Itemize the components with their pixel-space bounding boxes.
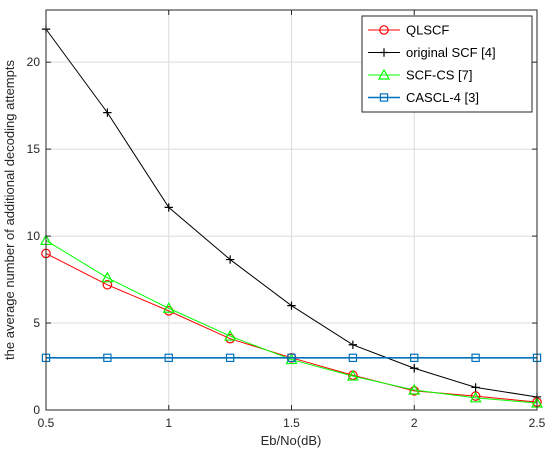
data-point <box>348 340 358 349</box>
data-point <box>287 353 296 363</box>
data-point <box>103 108 112 117</box>
y-tick-label: 10 <box>27 229 41 243</box>
x-tick-label: 2 <box>411 416 418 430</box>
data-point <box>287 301 296 310</box>
x-tick-label: 0.5 <box>38 416 55 430</box>
y-tick-label: 20 <box>27 55 41 69</box>
legend-marker <box>379 93 389 102</box>
legend-entry: QLSCF <box>368 23 449 38</box>
series-line <box>45 240 538 404</box>
x-axis-label: Eb/No(dB) <box>261 433 322 448</box>
legend-entry: CASCL-4 [3] <box>368 90 479 105</box>
legend-label: QLSCF <box>406 23 449 38</box>
y-tick-label: 15 <box>27 142 41 156</box>
tick-layer: 0.5 1 1.5 2 2.5 0 5 10 15 20 <box>27 10 546 430</box>
legend-box <box>361 15 533 113</box>
data-point <box>164 353 173 363</box>
data-point <box>410 353 419 363</box>
data-point <box>471 383 480 392</box>
x-tick-label: 1.5 <box>283 416 300 430</box>
data-point <box>224 329 237 341</box>
legend-entry: SCF-CS [7] <box>368 68 472 83</box>
data-point <box>102 279 113 290</box>
legend-entry: original SCF [4] <box>368 45 496 60</box>
series-3 <box>41 353 542 363</box>
series-2 <box>39 234 544 408</box>
data-point <box>162 302 175 313</box>
x-tick-label: 1 <box>165 416 172 430</box>
data-point <box>225 353 235 363</box>
y-tick-label: 5 <box>33 316 40 330</box>
data-point <box>408 383 421 395</box>
legend-label: original SCF [4] <box>406 45 496 60</box>
legend-marker <box>379 25 389 35</box>
data-point <box>346 369 359 381</box>
data-point <box>348 353 358 363</box>
data-point <box>285 353 298 365</box>
y-axis-label: the average number of additional decodin… <box>2 60 17 360</box>
data-point <box>101 271 114 283</box>
legend-label: SCF-CS [7] <box>406 68 472 83</box>
legend-label: CASCL-4 [3] <box>406 90 479 105</box>
legend-marker <box>379 48 389 57</box>
series-layer <box>39 24 544 408</box>
y-tick-label: 0 <box>33 403 40 417</box>
data-point <box>164 203 173 212</box>
data-point <box>410 364 419 373</box>
data-point <box>471 353 480 363</box>
data-point <box>225 255 235 264</box>
data-point <box>103 353 112 363</box>
x-tick-label: 2.5 <box>529 416 546 430</box>
data-point <box>469 391 482 403</box>
legend: QLSCF original SCF [4] SCF-CS [7] CASCL-4 [… <box>361 15 533 113</box>
legend-marker <box>377 68 391 80</box>
